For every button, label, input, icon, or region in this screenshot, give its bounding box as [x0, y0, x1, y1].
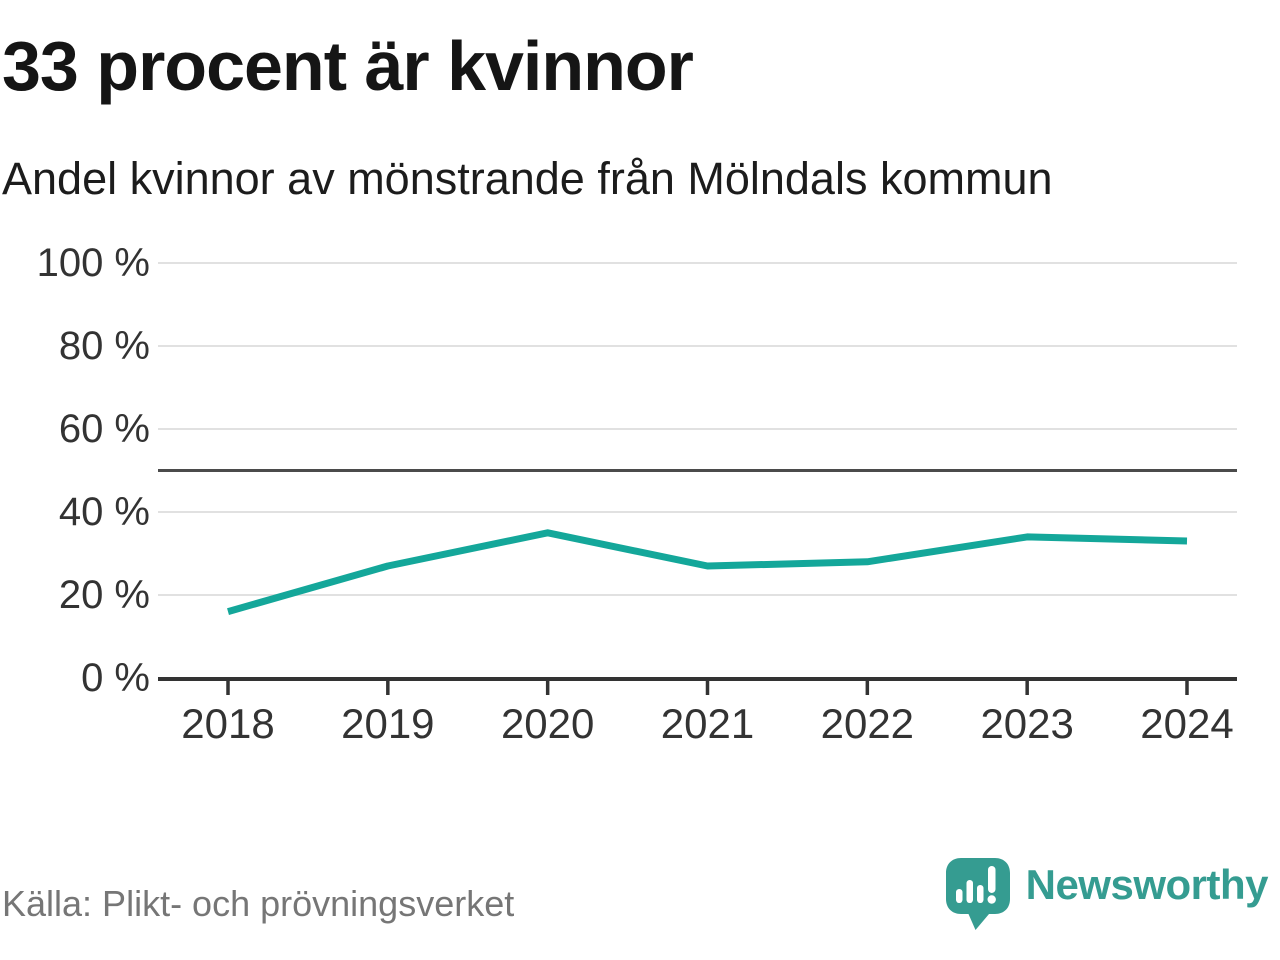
y-tick-label: 20 % [59, 573, 150, 617]
chart-subtitle: Andel kvinnor av mönstrande från Mölndal… [2, 153, 1053, 204]
y-tick-label: 0 % [81, 656, 150, 700]
x-tick-label: 2020 [501, 700, 594, 747]
x-tick-label: 2024 [1140, 700, 1233, 747]
y-tick-label: 40 % [59, 490, 150, 534]
y-tick-label: 60 % [59, 407, 150, 451]
newsworthy-icon [945, 858, 1010, 930]
source-note: Källa: Plikt- och prövningsverket [2, 883, 515, 924]
x-tick-label: 2018 [181, 700, 274, 747]
newsworthy-wordmark: Newsworthy [1025, 861, 1269, 908]
y-tick-label: 80 % [59, 324, 150, 368]
x-tick-label: 2023 [980, 700, 1073, 747]
chart-title: 33 procent är kvinnor [2, 27, 694, 105]
x-tick-label: 2021 [661, 700, 754, 747]
x-tick-label: 2019 [341, 700, 434, 747]
data-line-andel-kvinnor [227, 529, 1188, 615]
newsworthy-logo: Newsworthy [944, 856, 1269, 934]
line-chart: 0 % 20 % 40 % 60 % 80 % 100 % 2018 2019 2020 2021… [37, 241, 1237, 747]
y-tick-label: 100 % [37, 241, 150, 285]
x-tick-label: 2022 [821, 700, 914, 747]
